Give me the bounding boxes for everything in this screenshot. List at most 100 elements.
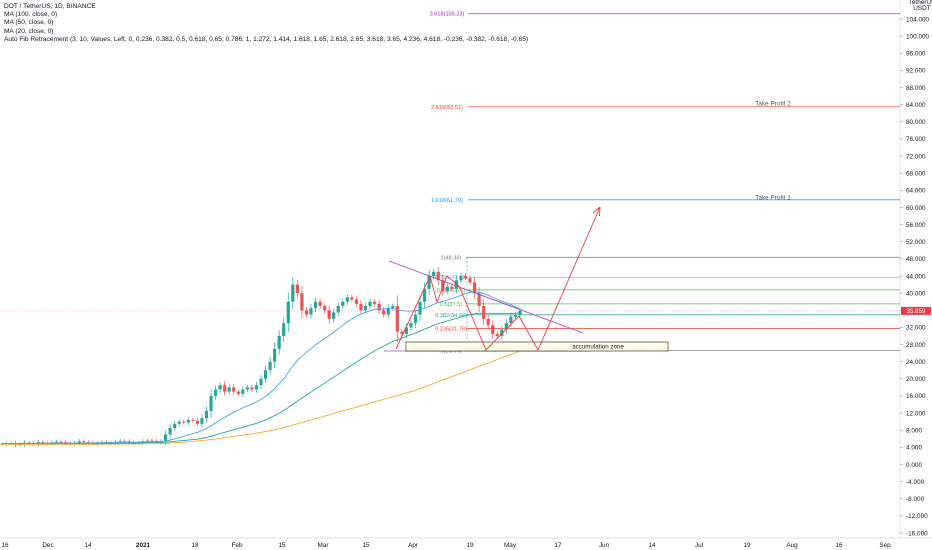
projection-path[interactable] bbox=[395, 206, 601, 352]
candle-body[interactable] bbox=[304, 310, 309, 315]
candle-body[interactable] bbox=[495, 333, 499, 336]
ma20-line[interactable] bbox=[2, 291, 521, 444]
candle-body[interactable] bbox=[445, 286, 449, 291]
candle-body[interactable] bbox=[354, 299, 359, 304]
candle-body[interactable] bbox=[391, 305, 395, 309]
candle-body[interactable] bbox=[173, 423, 177, 429]
candle-body[interactable] bbox=[459, 276, 463, 281]
candle-body[interactable] bbox=[168, 428, 172, 435]
candle-body[interactable] bbox=[286, 301, 290, 324]
candle-body[interactable] bbox=[345, 297, 349, 302]
candle-body[interactable] bbox=[0, 443, 4, 445]
candle-body[interactable] bbox=[372, 301, 377, 304]
candle-body[interactable] bbox=[273, 348, 277, 362]
candle-body[interactable] bbox=[350, 297, 354, 300]
candle-body[interactable] bbox=[259, 378, 263, 386]
candle-body[interactable] bbox=[472, 282, 477, 294]
candle-body[interactable] bbox=[413, 314, 418, 324]
accumulation-zone-box[interactable] bbox=[405, 341, 669, 352]
candle-body[interactable] bbox=[477, 293, 481, 306]
candle-body[interactable] bbox=[241, 389, 245, 394]
candle-body[interactable] bbox=[432, 271, 436, 276]
candle-body[interactable] bbox=[191, 419, 195, 421]
candle-body[interactable] bbox=[327, 310, 331, 319]
candle-body[interactable] bbox=[313, 301, 318, 309]
candle-body[interactable] bbox=[186, 419, 190, 423]
candle-body[interactable] bbox=[236, 391, 240, 394]
legend-ma50[interactable]: MA (50, close, 0) bbox=[4, 19, 54, 27]
candle-body[interactable] bbox=[468, 278, 472, 283]
candle-body[interactable] bbox=[123, 440, 127, 442]
candle-body[interactable] bbox=[404, 327, 409, 334]
candle-body[interactable] bbox=[323, 305, 327, 311]
candle-body[interactable] bbox=[232, 387, 236, 392]
candle-body[interactable] bbox=[27, 442, 31, 444]
descending-trendline[interactable] bbox=[388, 260, 584, 334]
candle-body[interactable] bbox=[504, 323, 508, 330]
candle-body[interactable] bbox=[82, 441, 86, 443]
candle-body[interactable] bbox=[118, 440, 122, 442]
candle-body[interactable] bbox=[154, 440, 159, 442]
legend-symbol[interactable]: DOT / TetherUS, 1D, BINANCE bbox=[4, 3, 96, 10]
candle-body[interactable] bbox=[386, 308, 390, 315]
candle-body[interactable] bbox=[318, 301, 322, 306]
candle-body[interactable] bbox=[204, 410, 209, 419]
candle-body[interactable] bbox=[395, 305, 399, 332]
candle-body[interactable] bbox=[300, 293, 304, 311]
candle-body[interactable] bbox=[200, 418, 204, 424]
candle-body[interactable] bbox=[513, 314, 518, 317]
candle-body[interactable] bbox=[213, 389, 218, 396]
candle-body[interactable] bbox=[409, 323, 413, 328]
candle-body[interactable] bbox=[163, 434, 168, 441]
candle-body[interactable] bbox=[422, 288, 427, 302]
candle-body[interactable] bbox=[359, 303, 363, 311]
candle-body[interactable] bbox=[368, 301, 372, 306]
candle-body[interactable] bbox=[223, 385, 227, 392]
legend-ma100[interactable]: MA (100, close, 0) bbox=[4, 11, 58, 19]
candle-body[interactable] bbox=[54, 441, 59, 443]
candle-body[interactable] bbox=[332, 312, 336, 319]
candle-body[interactable] bbox=[250, 387, 254, 390]
candle-body[interactable] bbox=[282, 323, 286, 336]
candle-body[interactable] bbox=[150, 440, 154, 442]
candle-body[interactable] bbox=[291, 284, 295, 302]
candle-body[interactable] bbox=[59, 441, 63, 443]
candle-body[interactable] bbox=[518, 310, 522, 315]
candle-body[interactable] bbox=[482, 305, 486, 319]
candle-body[interactable] bbox=[400, 331, 404, 334]
candle-body[interactable] bbox=[363, 305, 368, 311]
candle-body[interactable] bbox=[268, 361, 272, 371]
candle-body[interactable] bbox=[254, 385, 259, 390]
candle-body[interactable] bbox=[341, 301, 345, 306]
candle-body[interactable] bbox=[418, 301, 422, 315]
candle-body[interactable] bbox=[441, 280, 445, 291]
candle-body[interactable] bbox=[218, 385, 222, 390]
candle-body[interactable] bbox=[41, 442, 45, 444]
candle-body[interactable] bbox=[245, 387, 249, 390]
candle-body[interactable] bbox=[64, 442, 68, 444]
candle-body[interactable] bbox=[450, 286, 454, 289]
candle-body[interactable] bbox=[436, 271, 440, 281]
legend-ma20[interactable]: MA (20, close, 0) bbox=[4, 27, 54, 35]
candle-body[interactable] bbox=[195, 420, 199, 424]
candle-body[interactable] bbox=[491, 325, 495, 334]
candle-body[interactable] bbox=[454, 280, 458, 289]
candle-body[interactable] bbox=[382, 310, 386, 315]
candle-body[interactable] bbox=[309, 308, 313, 315]
candle-body[interactable] bbox=[77, 441, 81, 444]
candle-body[interactable] bbox=[86, 442, 90, 443]
candle-body[interactable] bbox=[145, 440, 150, 442]
candle-body[interactable] bbox=[177, 421, 181, 424]
candle-body[interactable] bbox=[377, 303, 381, 311]
candle-body[interactable] bbox=[263, 370, 268, 379]
candle-body[interactable] bbox=[500, 329, 504, 336]
candle-body[interactable] bbox=[336, 305, 340, 313]
candle-body[interactable] bbox=[427, 276, 431, 289]
candle-body[interactable] bbox=[295, 284, 299, 294]
candle-body[interactable] bbox=[486, 318, 490, 326]
legend-fib[interactable]: Auto Fib Retracement (3, 10, Values, Lef… bbox=[4, 35, 529, 43]
ma100-line[interactable] bbox=[2, 350, 521, 445]
candle-body[interactable] bbox=[509, 316, 513, 324]
candle-body[interactable] bbox=[227, 387, 231, 392]
